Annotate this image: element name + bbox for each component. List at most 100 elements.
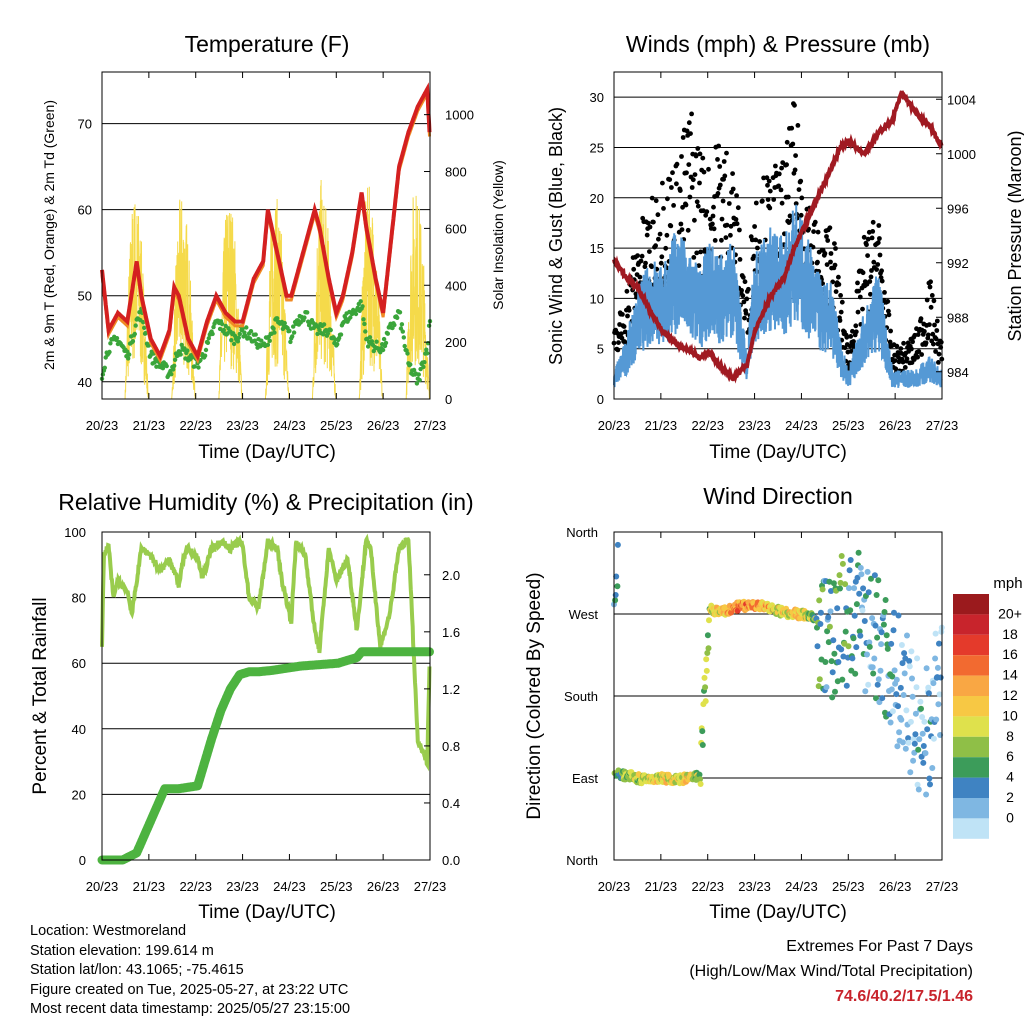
gust-point [909, 346, 914, 352]
dewpoint-point [132, 331, 137, 337]
dewpoint-point [221, 327, 226, 333]
gust-point [886, 312, 892, 318]
humidity-title: Relative Humidity (%) & Precipitation (i… [58, 489, 473, 515]
direction-point [816, 597, 823, 604]
direction-point [926, 775, 933, 782]
x-tick-label: 23/23 [738, 879, 771, 894]
gust-point [764, 175, 770, 181]
gust-point [795, 123, 801, 128]
gust-point [658, 260, 664, 266]
gust-point [910, 339, 915, 345]
direction-point [824, 628, 831, 635]
humidity-y-ticks: 0 20 40 60 80 100 [64, 525, 86, 868]
dewpoint-point [362, 321, 367, 327]
direction-point [903, 707, 910, 714]
x-tick-label: 25/23 [832, 418, 865, 433]
gust-point [887, 339, 893, 345]
gust-point [687, 194, 693, 200]
gust-point [726, 201, 732, 206]
relative-humidity-series [100, 533, 432, 772]
direction-point [832, 688, 838, 695]
direction-point [888, 640, 895, 647]
gust-point [711, 204, 716, 210]
gust-point [877, 236, 882, 241]
y-tick-label: 50 [78, 289, 92, 304]
direction-point [835, 659, 842, 665]
gust-point [728, 232, 733, 238]
y2-tick-label: 1000 [947, 147, 976, 162]
direction-point [614, 583, 621, 590]
gust-point [815, 229, 821, 235]
direction-point [860, 585, 867, 592]
gust-point [684, 170, 689, 176]
direction-point [915, 786, 922, 793]
gust-point [888, 328, 893, 334]
gust-point [755, 245, 760, 251]
gust-point [875, 240, 881, 246]
direction-point [822, 659, 829, 665]
direction-point [857, 564, 864, 571]
dewpoint-point [272, 330, 277, 335]
gust-point [934, 318, 940, 324]
dewpoint-point [100, 372, 106, 377]
x-tick-label: 21/23 [133, 879, 166, 894]
dewpoint-point [374, 339, 379, 344]
x-tick-label: 25/23 [320, 879, 353, 894]
gust-point [703, 212, 709, 218]
direction-point [913, 684, 920, 691]
gust-point [694, 199, 700, 205]
dewpoint-point [169, 372, 174, 377]
gust-point [922, 329, 927, 334]
y-tick-label: 40 [78, 375, 92, 390]
y2-tick-label: 800 [445, 165, 467, 180]
gust-point [916, 349, 922, 354]
x-tick-label: 23/23 [738, 418, 771, 433]
y-tick-label: North [566, 525, 598, 540]
direction-point [846, 585, 852, 592]
dewpoint-point [108, 341, 113, 346]
dewpoint-point [395, 315, 400, 320]
gust-point [657, 231, 663, 237]
gust-point [792, 167, 798, 173]
gust-point [746, 286, 751, 292]
gust-point [869, 235, 875, 241]
extremes-subtitle: (High/Low/Max Wind/Total Precipitation) [689, 963, 973, 980]
gust-point [765, 182, 770, 188]
direction-point [888, 686, 895, 693]
direction-point [703, 656, 710, 663]
extremes-values: 74.6/40.2/17.5/1.46 [835, 988, 973, 1005]
gust-point [927, 322, 932, 327]
gust-point [712, 238, 718, 243]
gust-point [663, 245, 669, 251]
dewpoint-point [385, 331, 390, 336]
gust-point [832, 262, 838, 268]
gust-point [868, 274, 874, 280]
gust-point [902, 365, 908, 370]
insolation-y-ticks: 0 200 400 600 800 1000 [424, 108, 474, 407]
gust-point [653, 243, 658, 249]
y-tick-label: 10 [590, 291, 604, 306]
x-tick-label: 20/23 [86, 879, 119, 894]
direction-point [922, 750, 929, 757]
gust-point [928, 304, 934, 310]
x-tick-label: 23/23 [226, 418, 259, 433]
winds-y-label: Sonic Wind & Gust (Blue, Black) [546, 107, 566, 365]
gust-point [851, 339, 856, 344]
humidity-panel: Relative Humidity (%) & Precipitation (i… [30, 489, 474, 923]
dewpoint-point [178, 352, 183, 357]
gust-point [631, 266, 637, 272]
gust-point [771, 197, 777, 202]
y-tick-label: 100 [64, 525, 86, 540]
direction-point [901, 670, 908, 677]
temperature-panel: Temperature (F) 40 50 60 70 0 200 400 600 800 10… [41, 31, 506, 463]
direction-point [901, 650, 908, 657]
dewpoint-point [252, 338, 257, 343]
direction-point [829, 669, 836, 676]
gust-point [615, 347, 621, 353]
gust-point [874, 267, 879, 272]
gust-point [776, 183, 782, 189]
gust-point [924, 297, 930, 303]
dewpoint-point [414, 381, 420, 386]
gust-point [722, 173, 728, 179]
